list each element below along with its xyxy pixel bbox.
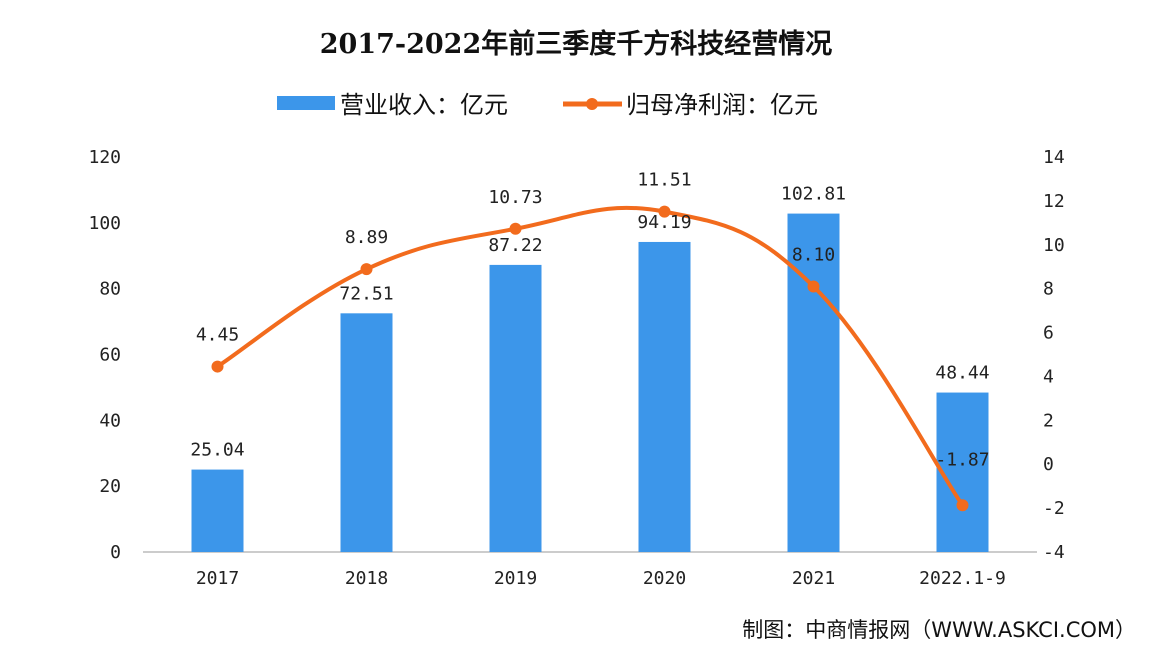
left-axis-tick: 100 — [88, 213, 121, 234]
x-axis-tick: 2017 — [196, 568, 239, 589]
line-data-label: 4.45 — [196, 325, 239, 346]
left-axis-tick: 60 — [99, 345, 121, 366]
x-axis-tick: 2018 — [345, 568, 388, 589]
legend-revenue-label: 营业收入：亿元 — [340, 91, 508, 119]
profit-point — [211, 360, 224, 373]
bar-data-label: 25.04 — [190, 440, 244, 461]
bar-data-label: 102.81 — [781, 184, 846, 205]
profit-line — [216, 205, 965, 507]
right-axis-tick: -2 — [1043, 498, 1065, 519]
profit-point — [509, 222, 522, 235]
left-axis-tick: 80 — [99, 279, 121, 300]
legend-profit-label: 归母净利润：亿元 — [626, 91, 818, 119]
bar-data-label: 87.22 — [488, 235, 542, 256]
line-data-label: 10.73 — [488, 187, 542, 208]
bar — [936, 392, 989, 552]
right-axis-tick: 10 — [1043, 235, 1065, 256]
right-axis-tick: 14 — [1043, 147, 1065, 168]
line-data-label: 11.51 — [637, 170, 691, 191]
legend-line-marker — [586, 98, 598, 110]
right-axis-tick: 0 — [1043, 454, 1054, 475]
x-axis-tick: 2019 — [494, 568, 537, 589]
x-axis-tick: 2021 — [792, 568, 835, 589]
right-axis-tick: 6 — [1043, 323, 1054, 344]
right-axis-tick: -4 — [1043, 542, 1065, 563]
bar-data-label: 72.51 — [339, 283, 393, 304]
profit-point — [956, 499, 969, 512]
bar-data-label: 94.19 — [637, 212, 691, 233]
left-axis-tick: 0 — [110, 542, 121, 563]
bar — [489, 264, 542, 552]
source-note: 制图：中商情报网（WWW.ASKCI.COM） — [742, 618, 1136, 642]
x-axis-tick: 2022.1-9 — [919, 568, 1006, 589]
right-axis-tick: 12 — [1043, 191, 1065, 212]
bar — [638, 241, 691, 552]
left-axis-tick: 20 — [99, 476, 121, 497]
chart-title: 2017-2022年前三季度千方科技经营情况 — [319, 29, 833, 60]
right-axis-tick: 8 — [1043, 279, 1054, 300]
line-data-label: 8.89 — [345, 227, 388, 248]
profit-point — [360, 263, 373, 276]
right-axis-tick: 2 — [1043, 410, 1054, 431]
bar — [340, 313, 393, 552]
left-axis-tick: 120 — [88, 147, 121, 168]
profit-point — [807, 280, 820, 293]
bar-data-label: 48.44 — [935, 363, 989, 384]
profit-point — [658, 205, 671, 218]
left-axis-tick: 40 — [99, 410, 121, 431]
bar — [191, 469, 244, 552]
right-axis-tick: 4 — [1043, 366, 1054, 387]
legend-bar-swatch — [277, 96, 335, 110]
x-axis-tick: 2020 — [643, 568, 686, 589]
line-data-label: -1.87 — [935, 449, 989, 470]
line-data-label: 8.10 — [792, 244, 835, 265]
